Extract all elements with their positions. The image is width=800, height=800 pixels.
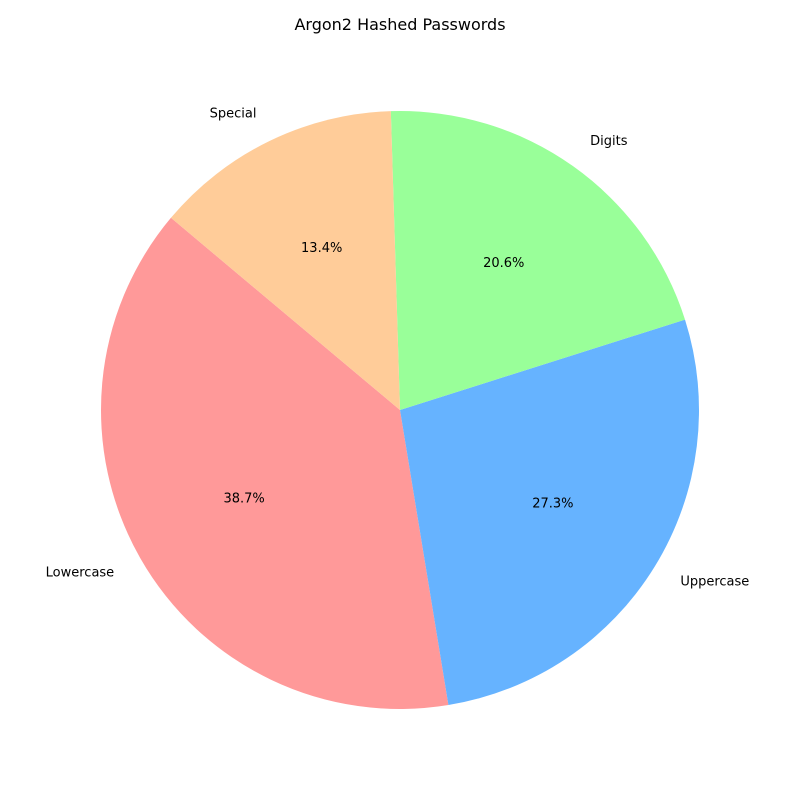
pie-slice-lowercase <box>101 217 449 709</box>
pie-pct-label-lowercase: 38.7% <box>223 491 264 506</box>
pie-slice-uppercase <box>400 319 700 706</box>
pie-slice-special <box>170 111 400 410</box>
pie-label-uppercase: Uppercase <box>680 575 749 590</box>
pie-pct-label-uppercase: 27.3% <box>532 496 573 511</box>
pie-pct-label-digits: 20.6% <box>483 256 524 271</box>
pie-labels: Lowercase 38.7% Uppercase 27.3% Digits 20.6% S… <box>46 107 750 590</box>
pie-label-digits: Digits <box>590 134 628 149</box>
pie-slice-digits <box>390 110 686 410</box>
pie-label-lowercase: Lowercase <box>46 565 115 580</box>
pie-pct-label-special: 13.4% <box>301 241 342 256</box>
pie-label-special: Special <box>210 107 257 122</box>
chart-title: Argon2 Hashed Passwords <box>294 15 505 34</box>
pie-slices <box>101 110 700 709</box>
